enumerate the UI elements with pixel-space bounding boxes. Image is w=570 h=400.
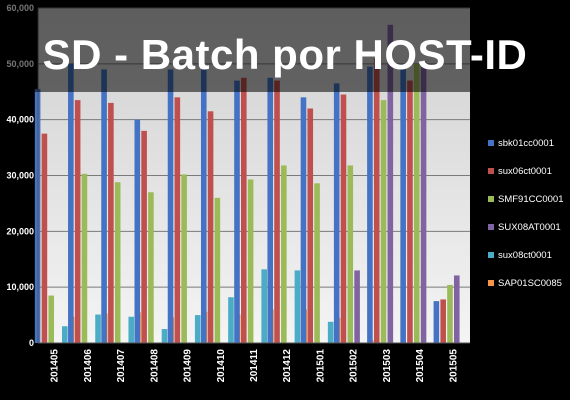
legend-swatch xyxy=(488,168,494,174)
bar xyxy=(148,192,154,343)
bar xyxy=(82,174,88,343)
bar xyxy=(400,64,406,343)
legend-entry: SMF91CC0001 xyxy=(498,194,563,205)
legend: sbk01cc0001 sux06ct0001 SMF91CC0001 SUX08AT… xyxy=(488,138,563,289)
bar xyxy=(261,269,267,343)
bar xyxy=(181,174,187,343)
bar xyxy=(274,81,280,343)
bar xyxy=(354,270,360,343)
bar xyxy=(48,296,54,343)
bar xyxy=(447,285,453,343)
y-tick-label: 0 xyxy=(29,338,34,348)
bar xyxy=(295,270,301,343)
bar xyxy=(141,131,147,343)
bar xyxy=(407,81,413,343)
y-tick-label: 10,000 xyxy=(6,282,34,292)
bar xyxy=(62,326,68,343)
bar xyxy=(95,315,101,343)
x-tick-label: 201501 xyxy=(315,349,326,383)
bar xyxy=(334,83,340,343)
bar xyxy=(108,103,114,343)
legend-swatch xyxy=(488,140,494,146)
bar xyxy=(68,64,74,343)
legend-entry: SAP01SC0085 xyxy=(498,278,562,289)
bar xyxy=(381,100,387,343)
bar xyxy=(241,78,247,343)
x-tick-label: 201406 xyxy=(83,349,94,383)
legend-swatch xyxy=(488,252,494,258)
x-tick-label: 201405 xyxy=(50,349,61,383)
legend-entry: sux08ct0001 xyxy=(498,250,552,261)
bar xyxy=(328,322,334,343)
legend-entry: SUX08AT0001 xyxy=(498,222,561,233)
bar xyxy=(414,64,420,343)
x-tick-label: 201502 xyxy=(349,349,360,383)
bar xyxy=(314,183,320,343)
bar xyxy=(115,182,121,343)
x-tick-label: 201505 xyxy=(448,349,459,383)
y-tick-label: 40,000 xyxy=(6,115,34,125)
bar xyxy=(248,179,254,343)
bar xyxy=(347,165,353,343)
bar xyxy=(135,120,141,343)
bar xyxy=(42,134,48,343)
legend-swatch xyxy=(488,224,494,230)
bar xyxy=(440,299,446,343)
bar xyxy=(201,69,207,343)
bar xyxy=(195,315,201,343)
bar xyxy=(421,61,427,343)
bar xyxy=(215,198,221,343)
legend-entry: sux06ct0001 xyxy=(498,166,552,177)
x-tick-label: 201409 xyxy=(183,349,194,383)
y-tick-label: 20,000 xyxy=(6,226,34,236)
bar xyxy=(228,297,234,343)
bar xyxy=(374,58,380,343)
bar xyxy=(101,69,107,343)
bar xyxy=(301,97,307,343)
bar xyxy=(208,111,214,343)
bar xyxy=(162,329,168,343)
bar xyxy=(454,275,460,343)
x-tick-label: 201407 xyxy=(116,349,127,383)
legend-swatch xyxy=(488,196,494,202)
bar xyxy=(307,109,313,344)
legend-entry: sbk01cc0001 xyxy=(498,138,554,149)
bar xyxy=(267,78,273,343)
bar xyxy=(75,100,81,343)
bar xyxy=(434,301,440,343)
bar xyxy=(281,165,287,343)
x-tick-label: 201408 xyxy=(149,349,160,383)
bar xyxy=(234,81,240,343)
bar xyxy=(128,317,134,343)
x-tick-label: 201504 xyxy=(415,349,426,383)
x-tick-label: 201412 xyxy=(282,349,293,383)
bar xyxy=(367,67,373,343)
legend-swatch xyxy=(488,280,494,286)
bar xyxy=(341,95,347,343)
x-tick-label: 201503 xyxy=(382,349,393,383)
x-tick-label: 201410 xyxy=(216,349,227,383)
y-tick-label: 30,000 xyxy=(6,171,34,181)
x-tick-label: 201411 xyxy=(249,349,260,382)
overlay-title: SD - Batch por HOST-ID xyxy=(0,30,570,80)
x-axis: 201405 201406 201407 201408 201409 201410 2014… xyxy=(38,343,470,382)
bar xyxy=(168,69,174,343)
bar xyxy=(175,97,181,343)
